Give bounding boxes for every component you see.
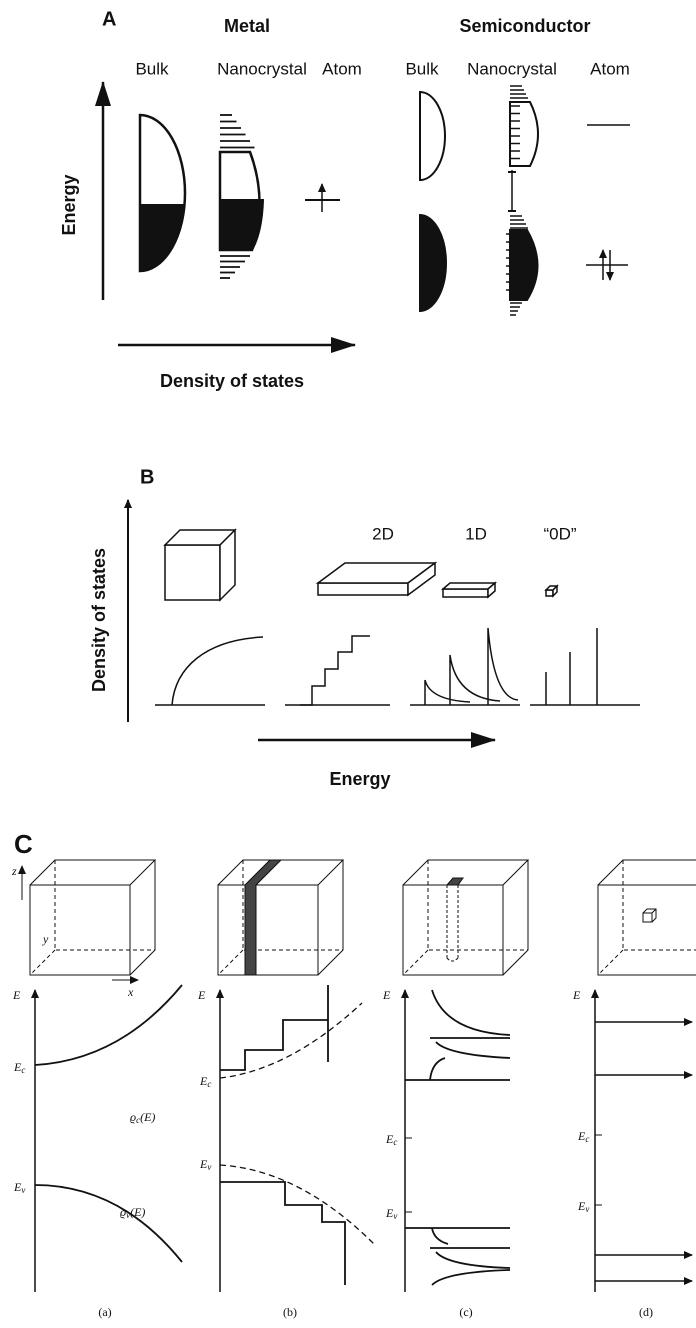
dos-curve (35, 985, 182, 1065)
dimension-label: 1D (465, 524, 487, 543)
cube-edge (318, 860, 343, 975)
group-title: Metal (224, 16, 270, 36)
solid-face (443, 583, 495, 589)
axis-title: Energy (329, 769, 390, 789)
subscript: c (393, 1137, 397, 1147)
figure: A Metal Semiconductor Bulk Nanocrystal A… (0, 0, 696, 1328)
hidden-edge (218, 860, 343, 975)
subscript: c (207, 1079, 211, 1089)
argument: (E) (140, 1110, 155, 1124)
cube-face (218, 885, 318, 975)
group-title: Semiconductor (459, 16, 590, 36)
label: x (127, 985, 134, 999)
subscript: v (393, 1211, 397, 1221)
subfigure-label: (b) (283, 1305, 297, 1319)
panel-label: C (14, 829, 33, 859)
label: E (382, 988, 391, 1002)
label: Ec (385, 1132, 397, 1147)
dos-curve (172, 637, 263, 705)
dos-curve (35, 1185, 182, 1262)
column-label: Nanocrystal (217, 59, 307, 78)
subscript: c (585, 1134, 589, 1144)
argument: (E) (130, 1205, 145, 1219)
axis-title: Density of states (89, 548, 109, 692)
solid-face (443, 589, 488, 597)
dos-curve (220, 985, 328, 1070)
cube-face (598, 885, 696, 975)
dos-curve (425, 628, 518, 705)
cube-edge (30, 860, 155, 885)
label: Ev (199, 1157, 211, 1172)
label: Ev (385, 1206, 397, 1221)
hidden-edge (30, 860, 155, 975)
hidden-edge (403, 860, 528, 975)
cube-edge (598, 860, 696, 885)
dos-curve (300, 636, 370, 705)
filled-band (510, 230, 538, 300)
solid-face (546, 590, 553, 596)
label: y (42, 932, 49, 946)
axis-title: Density of states (160, 371, 304, 391)
column-label: Atom (590, 59, 630, 78)
cube-edge (130, 860, 155, 975)
panel-label: A (102, 8, 116, 30)
dimension-label: 2D (372, 524, 394, 543)
quantum-well (245, 860, 281, 975)
filled-band (220, 200, 263, 250)
dos-curve (220, 1182, 345, 1285)
axis-title: Energy (59, 174, 79, 235)
dos-curve (405, 1228, 510, 1285)
panel-label: B (140, 466, 154, 488)
column-label: Nanocrystal (467, 59, 557, 78)
label: Ev (577, 1199, 589, 1214)
column-label: Bulk (135, 59, 169, 78)
subscript: v (207, 1162, 211, 1172)
solid-face (318, 583, 408, 595)
cube-face (403, 885, 503, 975)
label: Ev (13, 1180, 25, 1195)
label: ϱc(E) (130, 1110, 155, 1125)
label: z (11, 864, 17, 878)
label: E (12, 988, 21, 1002)
filled-band (420, 215, 446, 311)
dos-curve (220, 1003, 362, 1078)
label: Ec (577, 1129, 589, 1144)
subfigure-label: (d) (639, 1305, 653, 1319)
label: ϱv(E) (120, 1205, 145, 1220)
subfigure-label: (a) (98, 1305, 111, 1319)
column-label: Atom (322, 59, 362, 78)
band (510, 102, 538, 166)
cube-edge (403, 860, 528, 885)
dimension-label: “0D” (543, 524, 576, 543)
band (420, 92, 445, 180)
filled-band (140, 205, 185, 271)
label: Ec (13, 1060, 25, 1075)
cube-edge (503, 860, 528, 975)
label: E (572, 988, 581, 1002)
cube-edge (218, 860, 343, 885)
solid-face (165, 545, 220, 600)
subfigure-label: (c) (459, 1305, 472, 1319)
label: E (197, 988, 206, 1002)
dos-curve (405, 990, 510, 1080)
quantum-wire (447, 878, 463, 885)
subscript: v (585, 1204, 589, 1214)
subscript: v (21, 1185, 25, 1195)
column-label: Bulk (405, 59, 439, 78)
label: Ec (199, 1074, 211, 1089)
subscript: c (21, 1065, 25, 1075)
cube-face (30, 885, 130, 975)
quantum-dot (643, 913, 652, 922)
